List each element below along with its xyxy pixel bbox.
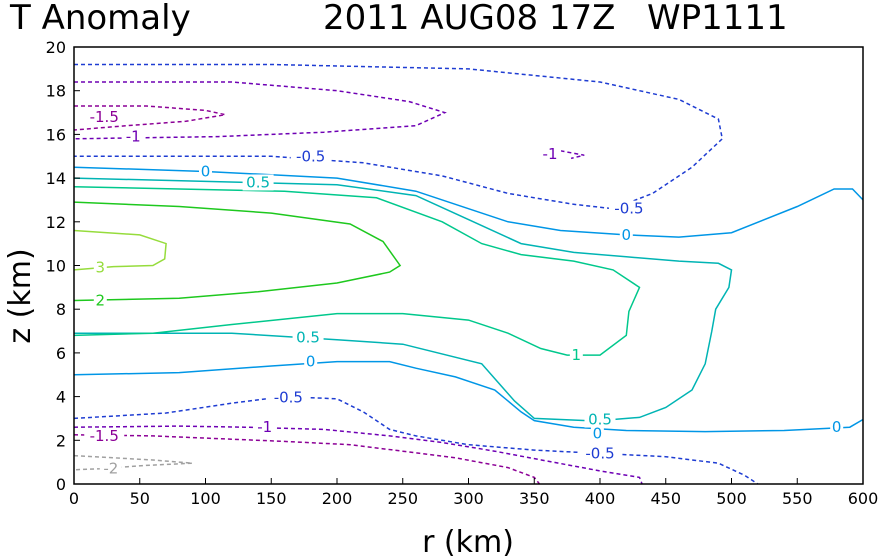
y-tick-label: 0 bbox=[56, 475, 66, 494]
contour-line bbox=[74, 63, 724, 210]
x-axis: 0 50 100 150 200 250 300 350 400 450 500 550 600 bbox=[69, 478, 878, 508]
contour-label: 0.5 bbox=[296, 329, 320, 347]
contour-label-bg bbox=[253, 419, 276, 436]
contour-label-bg bbox=[268, 389, 309, 406]
contour-label: 0 bbox=[832, 418, 842, 436]
y-tick-label: 6 bbox=[56, 344, 66, 363]
contour-label-bg bbox=[590, 425, 604, 442]
contour-line bbox=[73, 454, 193, 471]
contour-label-bg bbox=[539, 146, 562, 163]
contour-label: -1 bbox=[257, 418, 272, 436]
contour-label-bg bbox=[93, 292, 107, 309]
contour-label: 1 bbox=[572, 346, 582, 364]
x-tick-label: 400 bbox=[585, 489, 616, 508]
contour-label-bg bbox=[290, 148, 331, 165]
contour-line bbox=[73, 186, 641, 356]
contour-lines bbox=[73, 63, 864, 485]
contour-label-bg bbox=[619, 226, 633, 243]
y-tick-label: 12 bbox=[46, 213, 66, 232]
x-tick-label: 250 bbox=[387, 489, 418, 508]
contour-line bbox=[73, 177, 733, 422]
contour-line bbox=[73, 434, 541, 485]
y-tick-label: 16 bbox=[46, 125, 66, 144]
contour-label: 0 bbox=[622, 226, 632, 244]
y-tick-label: 14 bbox=[46, 169, 66, 188]
x-tick-label: 150 bbox=[256, 489, 287, 508]
contour-label: 0.5 bbox=[246, 173, 270, 191]
contour-label: -1.5 bbox=[90, 108, 119, 126]
title-storm: WP1111 bbox=[647, 0, 788, 38]
x-tick-label: 450 bbox=[650, 489, 681, 508]
x-tick-label: 550 bbox=[782, 489, 813, 508]
contour-label-bg bbox=[122, 128, 145, 145]
y-axis: 0 2 4 6 8 10 12 14 16 18 20 bbox=[46, 38, 80, 494]
title-datetime: 2011 AUG08 17Z bbox=[323, 0, 615, 38]
contour-label-bg bbox=[569, 347, 583, 364]
contour-label: 0.5 bbox=[588, 411, 612, 429]
contour-label: -0.5 bbox=[296, 147, 325, 165]
contour-label: -0.5 bbox=[274, 389, 303, 407]
contour-label: -2 bbox=[103, 460, 118, 478]
contour-label-bg bbox=[242, 174, 274, 191]
x-axis-label: r (km) bbox=[422, 525, 514, 558]
y-tick-label: 20 bbox=[46, 38, 66, 57]
contour-label: 0 bbox=[306, 353, 316, 371]
contour-label: -0.5 bbox=[614, 200, 643, 218]
y-tick-label: 2 bbox=[56, 431, 66, 450]
plot-frame bbox=[73, 46, 864, 485]
x-tick-label: 50 bbox=[130, 489, 150, 508]
contour-line bbox=[73, 105, 226, 131]
contour-label-bg bbox=[199, 163, 212, 180]
x-tick-label: 500 bbox=[716, 489, 747, 508]
x-tick-label: 0 bbox=[69, 489, 79, 508]
y-axis-label: z (km) bbox=[3, 248, 38, 343]
x-tick-label: 200 bbox=[322, 489, 353, 508]
contour-label: 3 bbox=[96, 259, 106, 277]
contour-label-bg bbox=[99, 460, 122, 477]
contour-label-bg bbox=[304, 353, 318, 370]
contour-label: 0 bbox=[593, 425, 603, 443]
contour-line bbox=[73, 166, 864, 238]
contour-label: -1 bbox=[543, 145, 558, 163]
contour-line bbox=[73, 201, 402, 302]
x-tick-label: 300 bbox=[453, 489, 484, 508]
contour-label-bg bbox=[584, 411, 616, 428]
y-tick-label: 18 bbox=[46, 82, 66, 101]
x-tick-label: 100 bbox=[190, 489, 221, 508]
contour-label-bg bbox=[580, 445, 620, 462]
contour-label-bg bbox=[84, 108, 125, 125]
contour-label: -0.5 bbox=[585, 444, 614, 462]
contour-line bbox=[73, 360, 864, 433]
contour-label-bg bbox=[830, 419, 844, 436]
contour-line bbox=[73, 395, 759, 485]
contour-label: 2 bbox=[96, 291, 106, 309]
contour-line bbox=[73, 229, 167, 271]
y-tick-label: 10 bbox=[46, 257, 66, 276]
x-tick-label: 350 bbox=[519, 489, 550, 508]
chart-title: T Anomaly 2011 AUG08 17Z WP1111 bbox=[9, 0, 788, 38]
y-tick-label: 4 bbox=[56, 388, 66, 407]
contour-label: -1 bbox=[126, 128, 141, 146]
contour-line bbox=[560, 150, 585, 160]
contour-label: -1.5 bbox=[90, 427, 119, 445]
contour-label: 0 bbox=[201, 163, 211, 181]
x-tick-label: 600 bbox=[848, 489, 879, 508]
y-tick-label: 8 bbox=[56, 300, 66, 319]
contour-line bbox=[73, 425, 643, 485]
contour-label-bg bbox=[608, 200, 649, 217]
contour-label-bg bbox=[84, 427, 125, 444]
contour-line bbox=[73, 81, 447, 140]
contour-label-bg bbox=[93, 259, 107, 276]
contour-label-bg bbox=[292, 329, 324, 346]
title-variable: T Anomaly bbox=[9, 0, 191, 38]
